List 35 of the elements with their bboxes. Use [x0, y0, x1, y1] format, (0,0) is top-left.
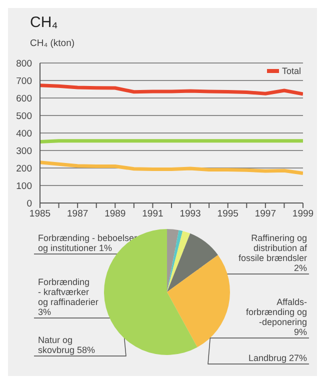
y-tick-label: 800 — [16, 58, 32, 70]
x-tick-label: 1991 — [142, 208, 164, 220]
line-series — [40, 160, 303, 175]
x-tick-label: 1997 — [254, 208, 276, 220]
y-tick-label: 300 — [16, 146, 32, 157]
x-tick-label: 1993 — [180, 208, 201, 220]
y-tick-label: 500 — [16, 110, 32, 122]
pie-slice — [167, 229, 179, 292]
line-series — [40, 84, 303, 96]
y-tick-label: 400 — [16, 128, 32, 140]
x-tick-label: 1995 — [217, 208, 238, 220]
y-tick-label: 700 — [16, 76, 32, 87]
y-tick-label: 200 — [16, 163, 32, 174]
data-label: 3% — [38, 307, 52, 317]
pie-slice — [167, 233, 218, 292]
legend-label: Total — [282, 66, 301, 76]
pie-slice — [167, 230, 183, 292]
y-tick-label: 100 — [16, 180, 32, 192]
y-axis-title: CH₄ (kton) — [30, 38, 75, 49]
slice-label: Landbrug 27% — [248, 353, 307, 363]
pie-slice — [167, 230, 190, 292]
chart-title: CH₄ — [30, 14, 58, 31]
pie-slice — [167, 254, 230, 348]
y-tick-label: 0 — [26, 198, 32, 210]
x-tick-label: 1999 — [292, 208, 314, 220]
slice-label: Raffinering og distribution af fossile brændsler — [238, 233, 308, 263]
x-tick-label: 1985 — [29, 208, 51, 220]
slice-label: Forbrænding - kraftværker og raffinaderier — [38, 277, 98, 307]
data-label: 9% — [294, 327, 307, 337]
y-tick-label: 600 — [16, 93, 32, 104]
x-tick-label: 1989 — [104, 208, 126, 220]
slice-label: Natur og skovbrug 58% — [38, 335, 96, 355]
slice-label: Affalds- forbrænding og -deponering — [246, 297, 307, 327]
data-label: 2% — [294, 263, 307, 273]
x-tick-label: 1987 — [67, 208, 88, 220]
